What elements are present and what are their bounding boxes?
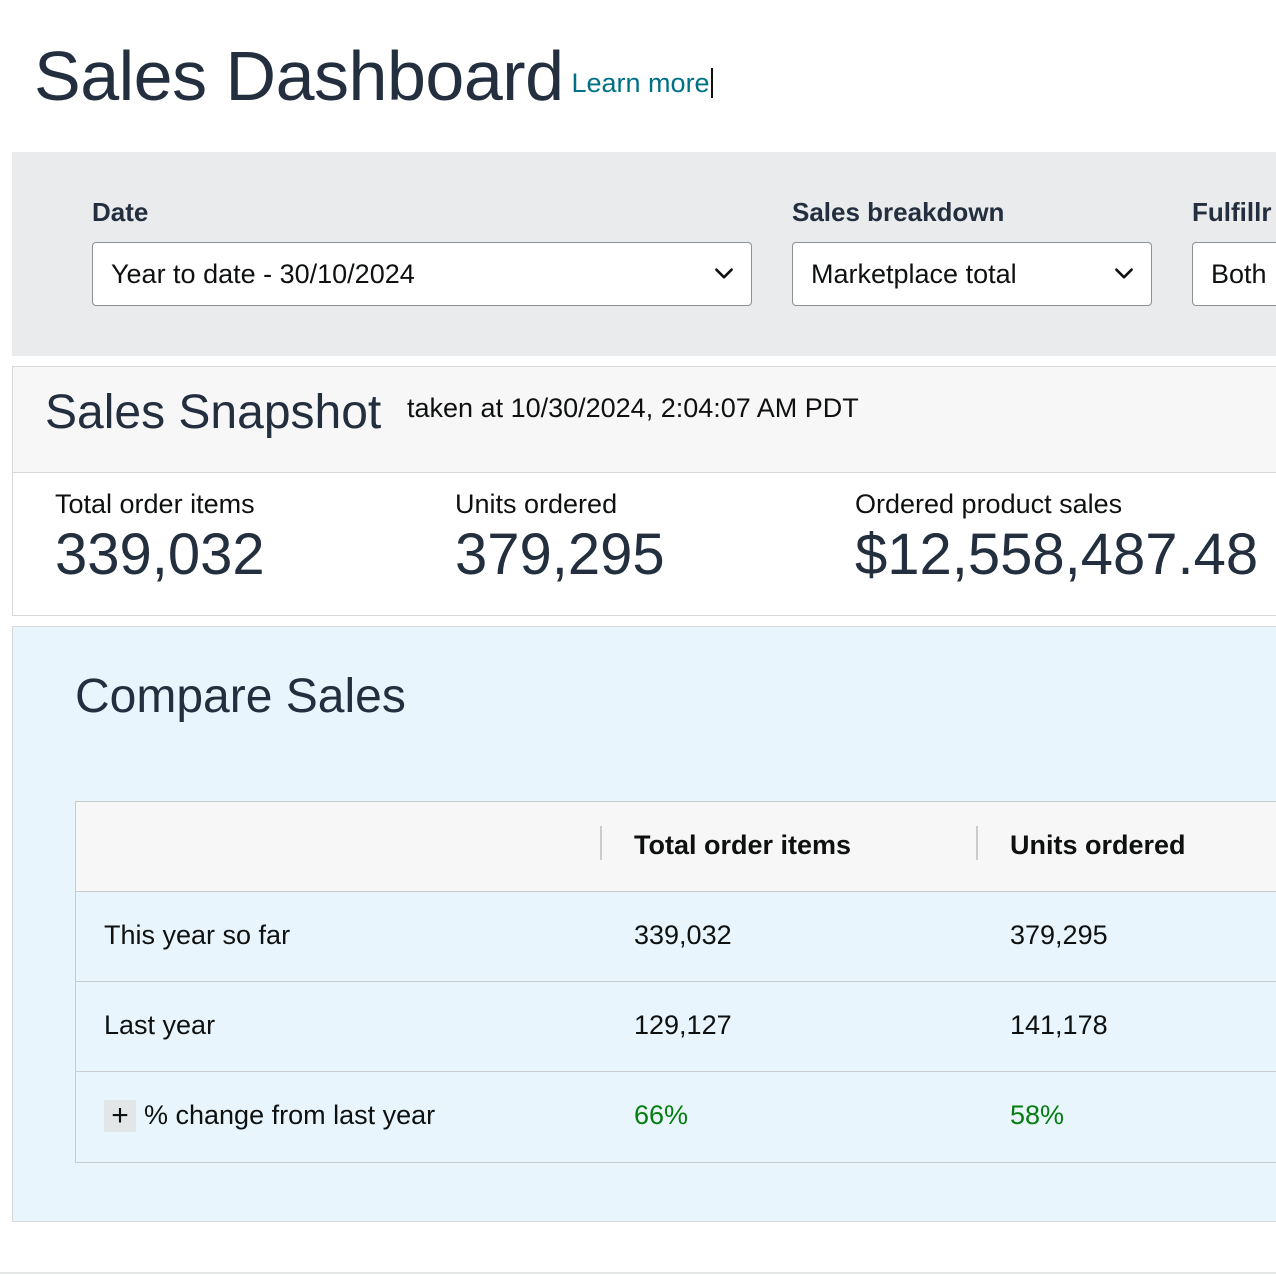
chevron-down-icon bbox=[715, 268, 733, 279]
cell-units-ordered: 141,178 bbox=[1010, 1010, 1108, 1040]
compare-sales-panel: Compare Sales Total order items Units or… bbox=[12, 626, 1276, 1222]
filter-bar: Date Year to date - 30/10/2024 Sales bre… bbox=[12, 152, 1276, 356]
fulfillment-filter: Fulfillr Both bbox=[1192, 196, 1276, 306]
sales-snapshot-panel: Sales Snapshot taken at 10/30/2024, 2:04… bbox=[12, 366, 1276, 616]
sales-breakdown-select[interactable]: Marketplace total bbox=[792, 242, 1152, 306]
metric-value: 339,032 bbox=[55, 522, 265, 587]
snapshot-title: Sales Snapshot bbox=[45, 386, 382, 439]
cell-total-order-items: 339,032 bbox=[634, 920, 732, 950]
row-label: % change from last year bbox=[144, 1100, 436, 1130]
compare-sales-table: Total order items Units ordered This yea… bbox=[75, 801, 1276, 1163]
sales-breakdown-label: Sales breakdown bbox=[792, 197, 1005, 227]
cell-units-ordered: 379,295 bbox=[1010, 920, 1108, 950]
divider bbox=[0, 1272, 1276, 1274]
metric-value: $12,558,487.48 bbox=[855, 522, 1259, 587]
table-row: Last year 129,127 141,178 bbox=[76, 982, 1276, 1072]
cell-total-order-items: 129,127 bbox=[634, 1010, 732, 1040]
compare-sales-title: Compare Sales bbox=[75, 670, 406, 723]
row-label: This year so far bbox=[104, 920, 291, 950]
metric-ordered-product-sales: Ordered product sales $12,558,487.48 bbox=[855, 487, 1258, 587]
column-header-units-ordered[interactable]: Units ordered bbox=[1010, 830, 1186, 860]
fulfillment-select[interactable]: Both bbox=[1192, 242, 1276, 306]
learn-more-link[interactable]: Learn more bbox=[572, 68, 713, 98]
fulfillment-value: Both bbox=[1211, 258, 1267, 289]
column-divider bbox=[600, 826, 602, 860]
metric-label: Total order items bbox=[55, 489, 255, 519]
metric-value: 379,295 bbox=[455, 522, 665, 587]
cell-total-order-items-change: 66% bbox=[634, 1100, 689, 1130]
metric-total-order-items: Total order items 339,032 bbox=[55, 487, 265, 587]
cell-units-ordered-change: 58% bbox=[1010, 1100, 1065, 1130]
metric-label: Units ordered bbox=[455, 489, 618, 519]
row-label: Last year bbox=[104, 1010, 216, 1040]
chevron-down-icon bbox=[1115, 268, 1133, 279]
date-filter-label: Date bbox=[92, 197, 149, 227]
table-row: + % change from last year 66% 58% bbox=[76, 1072, 1276, 1162]
column-divider bbox=[976, 826, 978, 860]
column-header-total-order-items[interactable]: Total order items bbox=[634, 830, 852, 860]
page-title: Sales Dashboard bbox=[34, 37, 564, 115]
table-row: This year so far 339,032 379,295 bbox=[76, 892, 1276, 982]
sales-breakdown-value: Marketplace total bbox=[811, 258, 1017, 289]
snapshot-header: Sales Snapshot taken at 10/30/2024, 2:04… bbox=[13, 367, 1276, 473]
metric-units-ordered: Units ordered 379,295 bbox=[455, 487, 665, 587]
date-select[interactable]: Year to date - 30/10/2024 bbox=[92, 242, 752, 306]
expand-plus-icon[interactable]: + bbox=[104, 1100, 136, 1132]
table-header: Total order items Units ordered bbox=[76, 802, 1276, 892]
fulfillment-label: Fulfillr bbox=[1192, 197, 1272, 227]
date-filter: Date Year to date - 30/10/2024 bbox=[92, 196, 752, 306]
snapshot-timestamp: taken at 10/30/2024, 2:04:07 AM PDT bbox=[407, 393, 859, 423]
page-header: Sales Dashboard Learn more bbox=[34, 36, 713, 116]
date-select-value: Year to date - 30/10/2024 bbox=[111, 258, 415, 289]
sales-breakdown-filter: Sales breakdown Marketplace total bbox=[792, 196, 1152, 306]
metric-label: Ordered product sales bbox=[855, 489, 1123, 519]
